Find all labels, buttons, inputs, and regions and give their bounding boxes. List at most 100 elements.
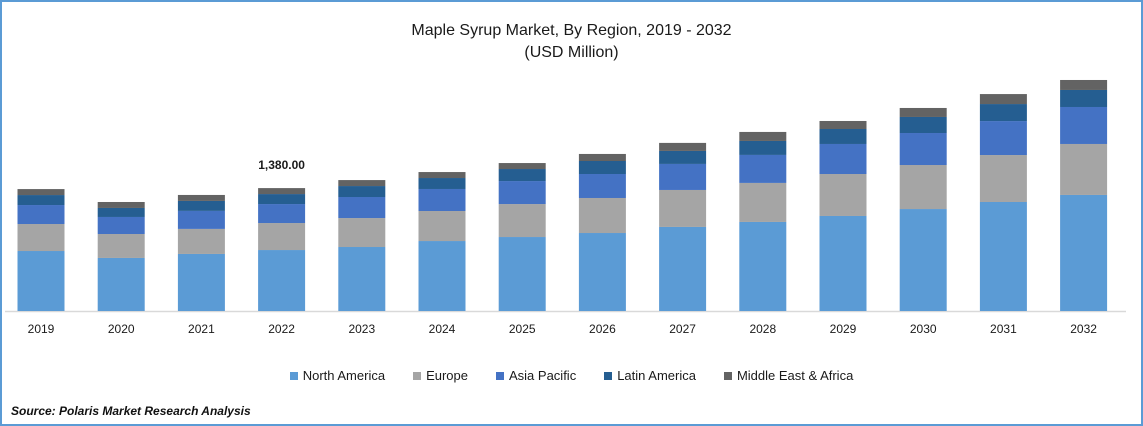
bar-segment-latin-america-2023 [338,186,386,198]
legend-label: North America [302,368,386,383]
bar-segment-middle-east-africa-2032 [1060,79,1108,90]
bar-segment-asia-pacific-2030 [899,133,947,166]
bar-segment-middle-east-africa-2022 [258,188,306,195]
legend-swatch [289,371,298,380]
bar-segment-north-america-2032 [1060,194,1108,311]
bar-segment-latin-america-2026 [578,161,626,175]
legend-swatch [723,371,732,380]
bar-segment-latin-america-2025 [498,169,546,182]
bar-segment-latin-america-2032 [1060,89,1108,107]
bar-segment-asia-pacific-2028 [739,154,787,183]
data-label: 1,380.00 [258,158,305,172]
bar-segment-middle-east-africa-2030 [899,107,947,117]
bar-segment-europe-2032 [1060,143,1108,195]
bar-segment-latin-america-2024 [418,178,466,189]
bar-segment-north-america-2023 [338,247,386,311]
x-tick-label: 2024 [429,322,456,336]
bar-segment-europe-2026 [578,197,626,234]
bar-segment-latin-america-2019 [17,195,65,206]
bar-segment-europe-2029 [819,174,867,216]
bar-segment-asia-pacific-2029 [819,143,867,175]
legend-label: Asia Pacific [509,368,577,383]
legend-label: Europe [426,368,468,383]
legend-label: Middle East & Africa [736,368,854,383]
x-tick-label: 2030 [910,322,937,336]
legend-item: North America [289,368,386,383]
bar-segment-middle-east-africa-2023 [338,180,386,187]
legend-swatch [496,371,504,380]
bar-segment-latin-america-2030 [899,116,947,134]
bar-segment-middle-east-africa-2025 [498,163,546,170]
x-tick-label: 2021 [188,322,215,336]
bar-segment-middle-east-africa-2031 [979,94,1027,105]
legend-item: Asia Pacific [496,368,576,383]
bar-segment-north-america-2029 [819,215,867,311]
bar-segment-asia-pacific-2031 [979,121,1027,156]
bar-segment-middle-east-africa-2026 [578,153,626,161]
bar-segment-latin-america-2028 [739,140,787,155]
bar-segment-north-america-2030 [899,209,947,311]
bar-segment-middle-east-africa-2020 [97,201,145,208]
x-tick-label: 2029 [830,322,857,336]
bar-segment-latin-america-2029 [819,129,867,144]
bar-segment-north-america-2025 [498,237,546,311]
legend-item: Latin America [604,368,696,383]
bar-segment-asia-pacific-2032 [1060,106,1108,144]
bar-segment-latin-america-2022 [258,194,306,205]
bar-segment-middle-east-africa-2024 [418,172,466,179]
bar-segment-asia-pacific-2026 [578,174,626,198]
bar-segment-europe-2023 [338,218,386,248]
bar-segment-europe-2027 [659,189,707,227]
bar-segment-middle-east-africa-2029 [819,120,867,130]
x-tick-label: 2028 [749,322,776,336]
x-tick-label: 2027 [669,322,696,336]
bar-segment-asia-pacific-2024 [418,188,466,211]
x-tick-label: 2022 [268,322,295,336]
bar-segment-europe-2030 [899,165,947,210]
x-tick-label: 2019 [28,322,55,336]
legend-label: Latin America [617,368,696,383]
bar-segment-latin-america-2021 [177,200,225,211]
bar-segment-north-america-2020 [97,257,145,311]
bar-segment-europe-2025 [498,204,546,238]
x-tick-label: 2026 [589,322,616,336]
bar-segment-middle-east-africa-2028 [739,131,787,141]
x-tick-label: 2023 [348,322,375,336]
stacked-bar-chart: 2019 2020 2021 2022 2023 2024 2025 2026 2027 2028… [5,79,1126,336]
x-tick-label: 2020 [108,322,135,336]
bar-segment-europe-2019 [17,224,65,252]
bar-segment-europe-2031 [979,155,1027,202]
bar-segment-north-america-2019 [17,251,65,311]
bar-segment-asia-pacific-2025 [498,181,546,205]
legend-item: Middle East & Africa [723,368,854,383]
bar-segment-north-america-2022 [258,250,306,311]
x-tick-label: 2032 [1070,322,1097,336]
legend-swatch [413,371,422,380]
source-note: Source: Polaris Market Research Analysis [11,404,251,418]
bar-segment-asia-pacific-2019 [17,205,65,225]
legend-swatch [604,371,613,380]
bar-segment-asia-pacific-2027 [659,163,707,190]
x-tick-label: 2031 [990,322,1017,336]
bar-segment-asia-pacific-2021 [177,210,225,229]
bar-segment-latin-america-2020 [97,207,145,217]
chart-subtitle: (USD Million) [524,44,619,61]
bar-segment-europe-2021 [177,228,225,254]
bar-segment-latin-america-2027 [659,150,707,164]
legend: North America Europe Asia Pacific Latin Ame… [2,368,1141,383]
bar-segment-europe-2028 [739,182,787,222]
x-tick-label: 2025 [509,322,536,336]
bar-segment-north-america-2021 [177,253,225,311]
bar-segment-north-america-2031 [979,201,1027,311]
bar-segment-middle-east-africa-2027 [659,142,707,151]
bar-segment-north-america-2026 [578,233,626,311]
bar-segment-europe-2022 [258,223,306,251]
bar-segment-north-america-2027 [659,226,707,311]
bar-segment-north-america-2028 [739,221,787,311]
bar-segment-europe-2020 [97,233,145,258]
bar-segment-asia-pacific-2022 [258,204,306,224]
bar-segment-middle-east-africa-2019 [17,189,65,196]
bar-segment-europe-2024 [418,211,466,242]
bar-segment-north-america-2024 [418,241,466,311]
